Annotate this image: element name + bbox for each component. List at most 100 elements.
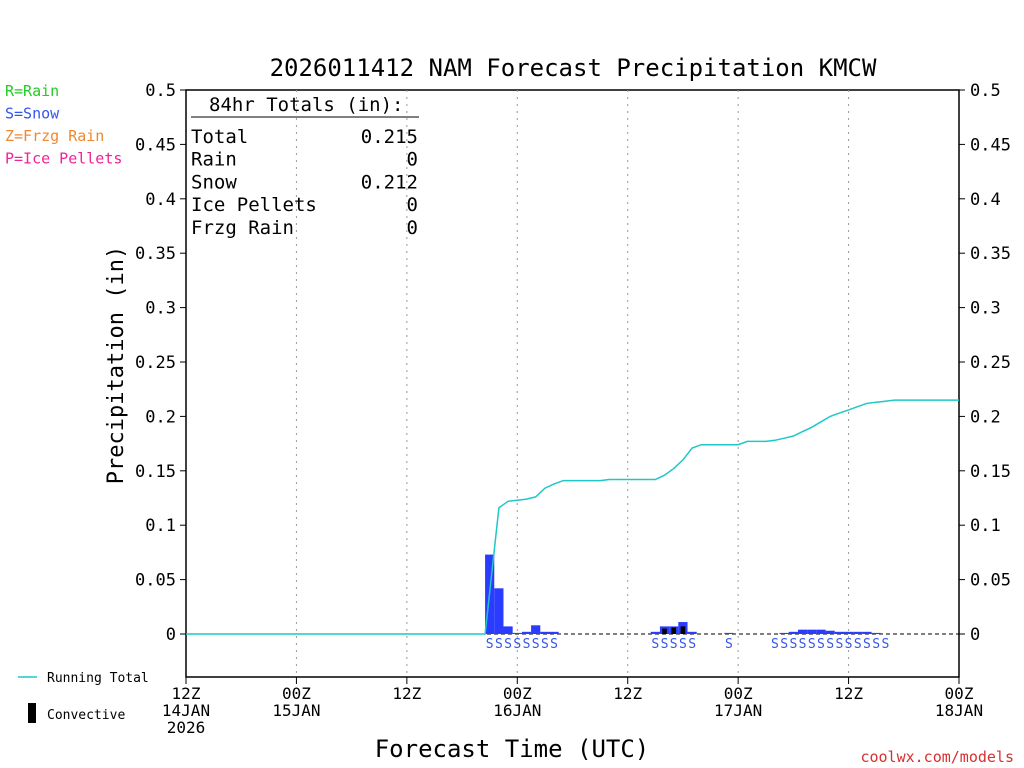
ptype-marker: S: [789, 637, 797, 652]
precip-bar: [788, 631, 798, 634]
totals-row-value: 0.212: [361, 171, 418, 193]
precip-bar: [650, 631, 660, 634]
running-total-legend-label: Running Total: [47, 671, 149, 686]
y-tick-label-right: 0.5: [970, 81, 1001, 101]
ptype-marker: S: [679, 637, 687, 652]
x-tick-label: 17JAN: [714, 701, 762, 720]
x-tick-label: 18JAN: [935, 701, 983, 720]
totals-row-label: Snow: [191, 171, 237, 193]
x-tick-label: 15JAN: [272, 701, 320, 720]
x-tick-label: 12Z: [392, 684, 421, 703]
ptype-marker: S: [725, 637, 733, 652]
ptype-marker: S: [863, 637, 871, 652]
y-tick-label-right: 0: [970, 625, 980, 645]
precip-bars: [485, 554, 881, 634]
ptype-marker: S: [688, 637, 696, 652]
y-tick-label-right: 0.1: [970, 516, 1001, 536]
y-tick-label-left: 0.05: [135, 571, 176, 591]
x-tick-label: 12Z: [834, 684, 863, 703]
totals-row-label: Frzg Rain: [191, 217, 294, 239]
type-legend-item: P=Ice Pellets: [5, 150, 122, 168]
ptype-marker: S: [826, 637, 834, 652]
y-tick-label-left: 0.45: [135, 135, 176, 155]
precip-bar: [724, 632, 734, 634]
y-tick-label-right: 0.3: [970, 299, 1001, 319]
precip-bar: [834, 631, 844, 634]
convective-bar: [671, 627, 677, 634]
ptype-marker: S: [532, 637, 540, 652]
plot-frame: [185, 89, 960, 678]
precip-bar: [797, 629, 808, 634]
y-tick-label-left: 0.1: [145, 516, 176, 536]
totals-row-label: Rain: [191, 149, 237, 171]
totals-row-value: 0.215: [361, 126, 418, 148]
ptype-marker: S: [817, 637, 825, 652]
precip-bar: [494, 588, 504, 634]
precip-bar: [687, 631, 697, 634]
ptype-marker: S: [523, 637, 531, 652]
y-tick-label-right: 0.05: [970, 571, 1011, 591]
y-tick-label-left: 0.5: [145, 81, 176, 101]
y-axis-left: 0.5 0.45 0.4 0.35 0.3 0.25 0.2 0.15 0.1 0.05 0: [135, 81, 186, 645]
precip-bar: [503, 626, 513, 634]
x-tick-label: 12Z: [613, 684, 642, 703]
convective-legend-swatch: [28, 703, 36, 723]
x-tick-label: 14JAN: [162, 701, 210, 720]
ptype-marker: S: [651, 637, 659, 652]
precip-bar: [779, 632, 789, 634]
totals-row-value: 0: [407, 217, 418, 239]
y-tick-label-left: 0.35: [135, 244, 176, 264]
precip-bar: [816, 629, 826, 634]
type-legend-item: Z=Frzg Rain: [5, 127, 104, 145]
y-axis-right: 0.5 0.45 0.4 0.35 0.3 0.25 0.2 0.15 0.1 0.05 0: [959, 81, 1011, 645]
credit-text: coolwx.com/models: [860, 748, 1014, 766]
totals-row-label: Ice Pellets: [191, 194, 317, 216]
totals-box: 84hr Totals (in): Total 0.215 Rain 0 Snow 0.2…: [191, 94, 419, 239]
ptype-marker: S: [541, 637, 549, 652]
totals-row-value: 0: [407, 149, 418, 171]
x-tick-label: 00Z: [282, 684, 311, 703]
precip-bar: [862, 631, 872, 634]
ptype-marker: S: [495, 637, 503, 652]
ptype-marker: S: [513, 637, 521, 652]
precip-type-legend: R=Rain S=Snow Z=Frzg Rain P=Ice Pellets: [5, 82, 122, 168]
precip-bar: [549, 631, 559, 634]
precip-bar: [512, 632, 522, 634]
ptype-marker: S: [845, 637, 853, 652]
precip-bar: [825, 630, 835, 634]
y-tick-label-left: 0: [166, 625, 176, 645]
ptype-marker: S: [881, 637, 889, 652]
y-tick-label-right: 0.4: [970, 190, 1001, 210]
precip-bar: [540, 631, 550, 634]
x-axis-label: Forecast Time (UTC): [375, 735, 650, 763]
y-tick-label-right: 0.25: [970, 353, 1011, 373]
ptype-marker: S: [835, 637, 843, 652]
ptype-marker: S: [771, 637, 779, 652]
ptype-marker: S: [872, 637, 880, 652]
convective-legend-label: Convective: [47, 708, 125, 723]
x-tick-label: 00Z: [724, 684, 753, 703]
y-tick-label-left: 0.4: [145, 190, 176, 210]
ptype-marker: S: [661, 637, 669, 652]
y-tick-label-left: 0.3: [145, 299, 176, 319]
totals-header: 84hr Totals (in):: [209, 94, 403, 116]
totals-row-label: Total: [191, 126, 248, 148]
y-tick-label-left: 0.15: [135, 462, 176, 482]
y-tick-label-right: 0.35: [970, 244, 1011, 264]
ptype-marker: S: [550, 637, 558, 652]
convective-bar: [662, 628, 667, 634]
chart-title: 2026011412 NAM Forecast Precipitation KM…: [270, 54, 877, 82]
precip-bar: [843, 631, 854, 634]
ptype-marker: S: [504, 637, 512, 652]
ptype-marker: S: [780, 637, 788, 652]
precip-bar: [807, 629, 817, 634]
ptype-marker: S: [486, 637, 494, 652]
x-tick-label: 16JAN: [493, 701, 541, 720]
x-tick-label: 00Z: [945, 684, 974, 703]
ptype-marker: S: [854, 637, 862, 652]
ptype-marker: S: [670, 637, 678, 652]
ptype-marker: S: [799, 637, 807, 652]
x-tick-label: 2026: [167, 718, 206, 737]
